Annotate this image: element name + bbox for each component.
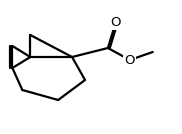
Text: O: O: [111, 16, 121, 29]
Text: O: O: [124, 53, 135, 66]
